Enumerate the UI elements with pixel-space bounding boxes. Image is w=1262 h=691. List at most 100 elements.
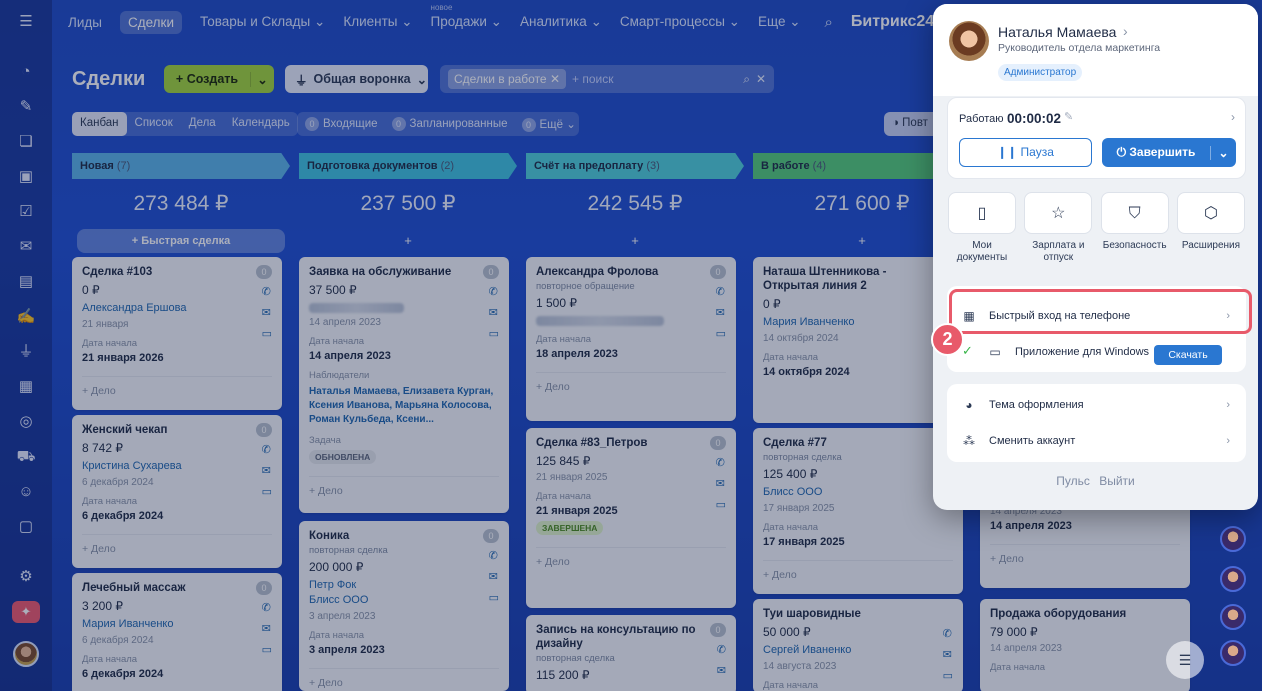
tile-extensions[interactable]: ⬡ Расширения [1176, 192, 1246, 286]
deal-card[interactable]: Лечебный массаж 0 ✆ ✉ ▭ 3 200 ₽ Мария Иван… [72, 573, 282, 691]
card-title[interactable]: Сделка #103 [82, 266, 153, 278]
deal-card[interactable]: Александра Фролова 0 ✆ ✉ ▭ повторное обращ… [526, 257, 736, 421]
mail-icon[interactable]: ✉ [19, 238, 33, 255]
deal-card[interactable]: Продажа оборудования 79 000 ₽ 14 апреля … [980, 599, 1190, 691]
card-title[interactable]: Женский чекап [82, 424, 168, 436]
chat-icon[interactable]: ▭ [261, 328, 272, 340]
add-activity[interactable]: + Дело [309, 668, 499, 689]
avatar[interactable] [949, 21, 989, 61]
view-kanban[interactable]: Канбан [72, 112, 127, 136]
card-title[interactable]: Заявка на обслуживание [309, 266, 452, 278]
view-list[interactable]: Список [134, 117, 173, 129]
column-header[interactable]: Подготовка документов (2) [299, 153, 517, 179]
create-button[interactable]: + Создать ⌄ [164, 65, 274, 93]
phone-icon[interactable]: ✆ [261, 286, 271, 298]
crm-icon[interactable]: ◔ [21, 63, 31, 80]
phone-icon[interactable]: ✆ [942, 628, 952, 640]
chat-icon[interactable]: ❏ [19, 133, 33, 150]
pulse-link[interactable]: Пульс [1056, 474, 1090, 488]
menu-icon[interactable]: ☰ [19, 13, 33, 30]
counter-incoming[interactable]: 0 Входящие [305, 117, 378, 131]
nav-sales[interactable]: новое Продажи ⌄ [430, 3, 502, 29]
observers-list[interactable]: Наталья Мамаева, Елизавета Курган, Ксени… [309, 386, 494, 425]
chat-icon[interactable]: ▭ [715, 499, 726, 511]
phone-icon[interactable]: ✆ [261, 602, 271, 614]
edit-icon[interactable]: ✎ [1064, 111, 1074, 123]
mail-icon[interactable]: ✉ [716, 665, 726, 677]
add-activity[interactable]: + Дело [536, 547, 726, 568]
card-contact[interactable]: Блисс ООО [763, 486, 823, 498]
add-deal-button[interactable]: + [858, 233, 866, 248]
card-title[interactable]: Туи шаровидные [763, 608, 861, 620]
logout-link[interactable]: Выйти [1099, 474, 1135, 488]
menu-icon[interactable]: ☰ [1166, 641, 1204, 679]
view-activities[interactable]: Дела [188, 117, 216, 129]
nav-leads[interactable]: Лиды [68, 14, 102, 30]
add-activity[interactable]: + Дело [309, 476, 499, 497]
switch-account-item[interactable]: ⁂ Сменить аккаунт › [947, 427, 1246, 455]
drive-icon[interactable]: ▣ [18, 168, 34, 185]
chat-avatar[interactable] [1220, 604, 1246, 630]
theme-item[interactable]: ◕ Тема оформления › [947, 391, 1246, 419]
chat-icon[interactable]: ▭ [715, 328, 726, 340]
nav-smart-processes[interactable]: Смарт-процессы ⌄ [619, 14, 740, 29]
quick-deal-button[interactable]: + Быстрая сделка [77, 229, 285, 253]
users-icon[interactable]: ☺ [18, 483, 34, 500]
counter-planned[interactable]: 0 Запланированные [391, 117, 508, 131]
quick-login-item[interactable]: ▦ Быстрый вход на телефоне › [947, 302, 1246, 330]
card-title[interactable]: Запись на консультацию по дизайну [536, 624, 696, 650]
view-calendar[interactable]: Календарь [231, 117, 290, 129]
deal-card[interactable]: Заявка на обслуживание 0 ✆ ✉ ▭ 37 500 ₽ 14… [299, 257, 509, 513]
add-deal-button[interactable]: + [404, 233, 412, 248]
contact-card-icon[interactable]: ▤ [18, 273, 34, 290]
card-title[interactable]: Сделка #77 [763, 437, 827, 449]
add-activity[interactable]: + Дело [82, 534, 272, 555]
deal-card[interactable]: Сделка #83_Петров 0 ✆ ✉ ▭ 125 845 ₽ 21 янв… [526, 428, 736, 608]
apps-icon[interactable]: ✦ [12, 601, 40, 623]
tile-my-documents[interactable]: ▯ Мои документы [947, 192, 1017, 286]
phone-icon[interactable]: ✆ [715, 286, 725, 298]
column-header[interactable]: Новая (7) [72, 153, 290, 179]
deal-card[interactable]: Сделка #103 0 ✆ ✉ ▭ 0 ₽ Александра Ершова … [72, 257, 282, 410]
mail-icon[interactable]: ✉ [261, 623, 271, 635]
card-contact[interactable]: Мария Иванченко [763, 316, 855, 328]
chevron-down-icon[interactable]: ⌄ [1210, 145, 1236, 160]
phone-icon[interactable]: ✆ [488, 550, 498, 562]
search-icon[interactable]: ⌕ [824, 13, 833, 31]
deal-card[interactable]: Коника 0 ✆ ✉ ▭ повторная сделка 200 000 ₽ … [299, 521, 509, 691]
chevron-down-icon[interactable]: ⌄ [250, 71, 274, 87]
deal-card[interactable]: Сделка #77 ✆✉▭ повторная сделка 125 400 … [753, 428, 963, 594]
mail-icon[interactable]: ✉ [942, 649, 952, 661]
add-activity[interactable]: + Дело [536, 372, 726, 393]
chat-icon[interactable]: ▭ [261, 486, 272, 498]
chat-icon[interactable]: ▭ [488, 592, 499, 604]
deal-card[interactable]: 14 апреля 2023 14 апреля 2023 + Дело [980, 498, 1190, 588]
chat-icon[interactable]: ▭ [488, 328, 499, 340]
counter-more[interactable]: 0 Ещё ⌄ [521, 117, 576, 132]
phone-icon[interactable]: ✆ [488, 286, 498, 298]
add-activity[interactable]: + Дело [763, 560, 953, 581]
finish-button[interactable]: ⏻ Завершить ⌄ [1102, 138, 1236, 167]
mail-icon[interactable]: ✉ [715, 307, 725, 319]
add-activity[interactable]: + Дело [990, 544, 1180, 565]
pause-button[interactable]: ❙❙ Пауза [959, 138, 1092, 167]
user-avatar[interactable] [13, 641, 39, 667]
card-company[interactable]: Блисс ООО [309, 594, 369, 606]
mail-icon[interactable]: ✉ [488, 307, 498, 319]
mail-icon[interactable]: ✉ [261, 307, 271, 319]
card-contact[interactable]: Петр Фок [309, 579, 357, 591]
card-contact[interactable]: Александра Ершова [82, 302, 187, 314]
search-input[interactable]: + поиск [572, 72, 614, 86]
search-icon[interactable]: ⌕ [743, 71, 750, 86]
tile-salary[interactable]: ☆ Зарплата и отпуск [1023, 192, 1093, 286]
download-button[interactable]: Скачать [1154, 345, 1222, 365]
calendar-icon[interactable]: ▢ [18, 518, 34, 535]
mail-icon[interactable]: ✉ [261, 465, 271, 477]
nav-more[interactable]: Еще ⌄ [757, 14, 801, 29]
chat-icon[interactable]: ▭ [942, 670, 953, 682]
cart-icon[interactable]: ⛟ [16, 448, 36, 465]
phone-icon[interactable]: ✆ [716, 644, 726, 656]
checklist-icon[interactable]: ☑ [19, 203, 33, 220]
deal-card[interactable]: Женский чекап 0 ✆ ✉ ▭ 8 742 ₽ Кристина Сух… [72, 415, 282, 568]
close-icon[interactable]: ✕ [755, 72, 766, 86]
